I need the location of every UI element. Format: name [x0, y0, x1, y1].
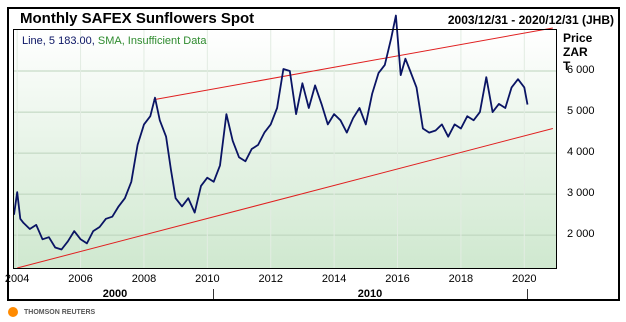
- x-decade-label: 2010: [357, 288, 383, 300]
- x-tick-label: 2018: [448, 273, 474, 285]
- x-tick-label: 2012: [258, 273, 283, 285]
- thomson-reuters-logo-icon: [8, 307, 18, 317]
- y-tick-label: 4 000: [567, 146, 595, 159]
- plot-border: [13, 29, 557, 269]
- footer-brand: THOMSON REUTERS: [24, 309, 96, 316]
- price-series-line: [13, 14, 529, 251]
- legend-line-label: Line, 5 183.00,: [22, 35, 95, 47]
- y-axis-title-line: ZAR: [563, 45, 588, 59]
- x-decade-separator: [213, 289, 214, 299]
- y-tick-label: 3 000: [567, 187, 595, 200]
- y-axis-title-line: Price: [563, 31, 593, 45]
- legend: Line, 5 183.00, SMA, Insufficient Data: [22, 35, 206, 47]
- chart-title: Monthly SAFEX Sunflowers Spot: [20, 10, 255, 27]
- trend-channels: [17, 27, 553, 269]
- trend-channel-line: [17, 127, 553, 269]
- legend-sma-label: SMA, Insufficient Data: [97, 35, 207, 47]
- y-tick-label: 5 000: [567, 105, 595, 118]
- x-decade-label: 2000: [102, 288, 128, 300]
- gridlines: [14, 30, 556, 268]
- x-tick-label: 2006: [68, 273, 93, 285]
- x-tick-label: 2008: [131, 273, 157, 285]
- y-tick-label: 2 000: [567, 228, 595, 241]
- x-tick-label: 2016: [385, 273, 410, 285]
- date-range: 2003/12/31 - 2020/12/31 (JHB): [447, 13, 614, 27]
- trend-channel-line: [153, 27, 553, 101]
- x-tick-label: 2010: [195, 273, 220, 285]
- x-decade-separator: [527, 289, 528, 299]
- x-tick-label: 2004: [4, 273, 30, 285]
- y-tick-label: 6 000: [567, 64, 595, 77]
- x-tick-label: 2020: [512, 273, 537, 285]
- x-tick-label: 2014: [321, 273, 347, 285]
- y-axis-title-line: T: [563, 59, 571, 73]
